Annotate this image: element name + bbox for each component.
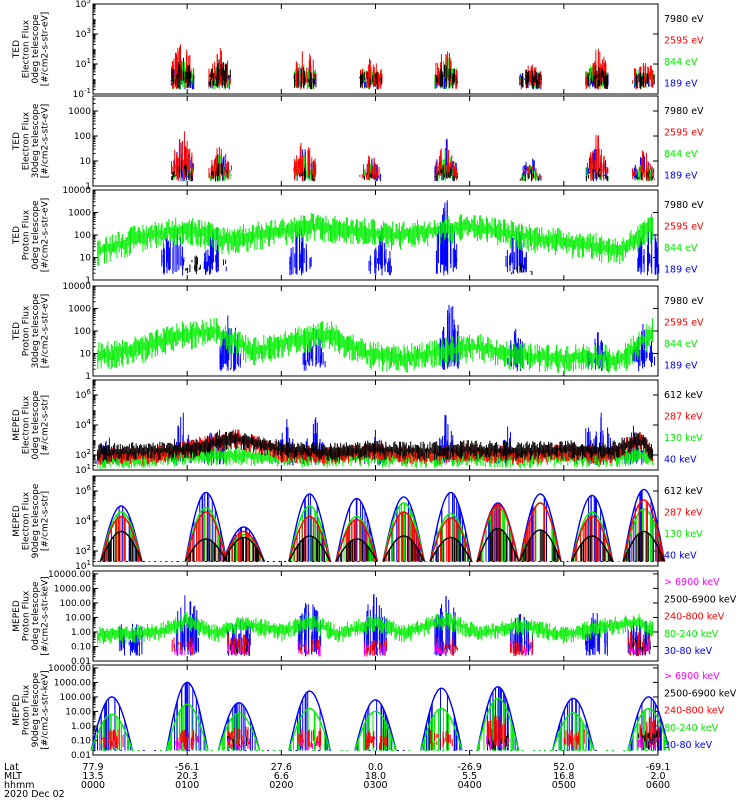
legend-entry-black: 7980 eV: [664, 14, 704, 25]
y-tick-label: 106: [75, 388, 91, 401]
y-tick-label: 104: [75, 418, 91, 431]
panel-ted-proton-0deg: 1 10 100 1000 10000 TED Proton Flux 0deg telesc…: [12, 186, 704, 286]
panel-meped-electron-0deg: 101 102 104 106 MEPED Electron Flux 0deg teles…: [12, 379, 703, 476]
y-axis-label-line: TED: [12, 226, 22, 245]
y-tick-label: 103: [75, 27, 91, 40]
y-tick-label: 10000: [62, 186, 91, 196]
y-axis-label-line: [#/cm2-s-str-eV]: [40, 12, 50, 87]
y-tick-label: 102: [75, 448, 91, 461]
y-axis-label: TED Proton Flux 0deg telescope [#/cm2-s-str…: [12, 198, 51, 273]
y-axis-label-line: 0deg telescope: [31, 390, 41, 460]
series-black: [185, 255, 533, 276]
series-green: [172, 149, 653, 182]
y-axis-label-line: TED: [12, 132, 22, 151]
y-tick-label: 1000: [68, 305, 91, 315]
legend-entry-red: 2595 eV: [664, 221, 704, 232]
y-tick-label: 10: [80, 254, 92, 264]
legend-entry-black: 7980 eV: [664, 106, 704, 117]
y-axis-label-line: MEPED: [12, 409, 22, 441]
legend-entry-red: 2595 eV: [664, 127, 704, 138]
legend-entry-black: 7980 eV: [664, 200, 704, 211]
y-axis-label-line: Proton Flux: [21, 305, 31, 356]
y-axis-label-line: Proton Flux: [21, 209, 31, 260]
legend-entry-green: 844 eV: [664, 149, 698, 160]
series-black: [97, 431, 654, 463]
y-tick-label: 100: [74, 132, 91, 142]
series-blue: [173, 138, 654, 182]
series-red: [170, 131, 655, 182]
y-axis-label-line: 0deg telescope: [31, 14, 41, 84]
y-axis-label: MEPED Electron Flux 0deg telescope [#/cm2-s…: [12, 390, 51, 460]
y-axis-label-line: TED: [12, 322, 22, 341]
y-tick-label: 1000: [68, 209, 91, 219]
y-tick-label: 101: [75, 463, 91, 476]
y-tick-label: 100: [74, 327, 91, 337]
panel-ted-electron-30deg: 1 10 100 1000 TED Electron Flux 30deg telescop…: [12, 95, 704, 192]
legend-entry-green: 844 eV: [664, 57, 698, 68]
y-axis-label: TED Electron Flux 30deg telescope [#/cm2-s-…: [12, 103, 51, 178]
panel-ted-electron-0deg: 10-1 101 103 105 TED Electron Flux 0deg telesc…: [12, 0, 704, 100]
legend-entry-blue: 189 eV: [664, 170, 698, 181]
y-axis-label-line: [#/cm2-s-str-eV]: [40, 104, 50, 179]
y-axis-label-line: 30deg telescope: [31, 293, 41, 368]
legend-entry-blue: 189 eV: [664, 78, 698, 89]
y-axis-label-line: 30deg telescope: [31, 103, 41, 178]
series-black: [225, 367, 239, 372]
y-axis-label-line: Electron Flux: [21, 19, 31, 78]
y-tick-label: 1: [85, 372, 91, 382]
y-axis-label-line: 0deg telescope: [31, 200, 41, 270]
y-tick-label: 101: [75, 57, 91, 70]
y-tick-label: 10: [80, 350, 92, 360]
y-axis-label-line: [#/cm2-s-str-eV]: [40, 198, 50, 273]
y-axis-label: TED Proton Flux 30deg telescope [#/cm2-s-st…: [12, 293, 51, 368]
y-axis-label: TED Electron Flux 0deg telescope [#/cm2-s-s…: [12, 12, 51, 87]
series-green: [170, 58, 655, 90]
y-tick-label: 10000: [62, 282, 91, 292]
y-axis-label-line: Electron Flux: [21, 395, 31, 454]
y-axis-label-line: TED: [12, 40, 22, 59]
series-blue: [161, 200, 660, 276]
legend-entry-green: 844 eV: [664, 339, 698, 350]
y-tick-label: 105: [75, 0, 91, 10]
legend-entry-red: 2595 eV: [664, 317, 704, 328]
legend-entry-black: 7980 eV: [664, 296, 704, 307]
y-tick-label: 1: [85, 276, 91, 286]
y-axis-label-line: [#/cm2-s-str]: [40, 395, 50, 455]
panel-ted-proton-30deg: 1 10 100 1000 10000 TED Proton Flux 30deg teles…: [12, 282, 704, 382]
legend-entry-green: 844 eV: [664, 243, 698, 254]
series-black: [171, 57, 655, 90]
y-tick-label: 100: [74, 231, 91, 241]
y-tick-label: 1: [85, 182, 91, 192]
y-tick-label: 10: [80, 157, 92, 167]
y-axis-label-line: [#/cm2-s-str-eV]: [40, 294, 50, 369]
y-axis-label-line: Electron Flux: [21, 111, 31, 170]
legend-entry-red: 2595 eV: [664, 35, 704, 46]
legend-entry-blue: 189 eV: [664, 264, 698, 275]
series-blue: [170, 62, 655, 90]
y-tick-label: 10-1: [73, 87, 91, 100]
series-green: [97, 317, 654, 373]
series-green: [97, 212, 654, 266]
series-black: [171, 160, 655, 182]
series-red: [171, 44, 654, 90]
y-tick-label: 1000: [68, 107, 91, 117]
legend-entry-blue: 189 eV: [664, 360, 698, 371]
